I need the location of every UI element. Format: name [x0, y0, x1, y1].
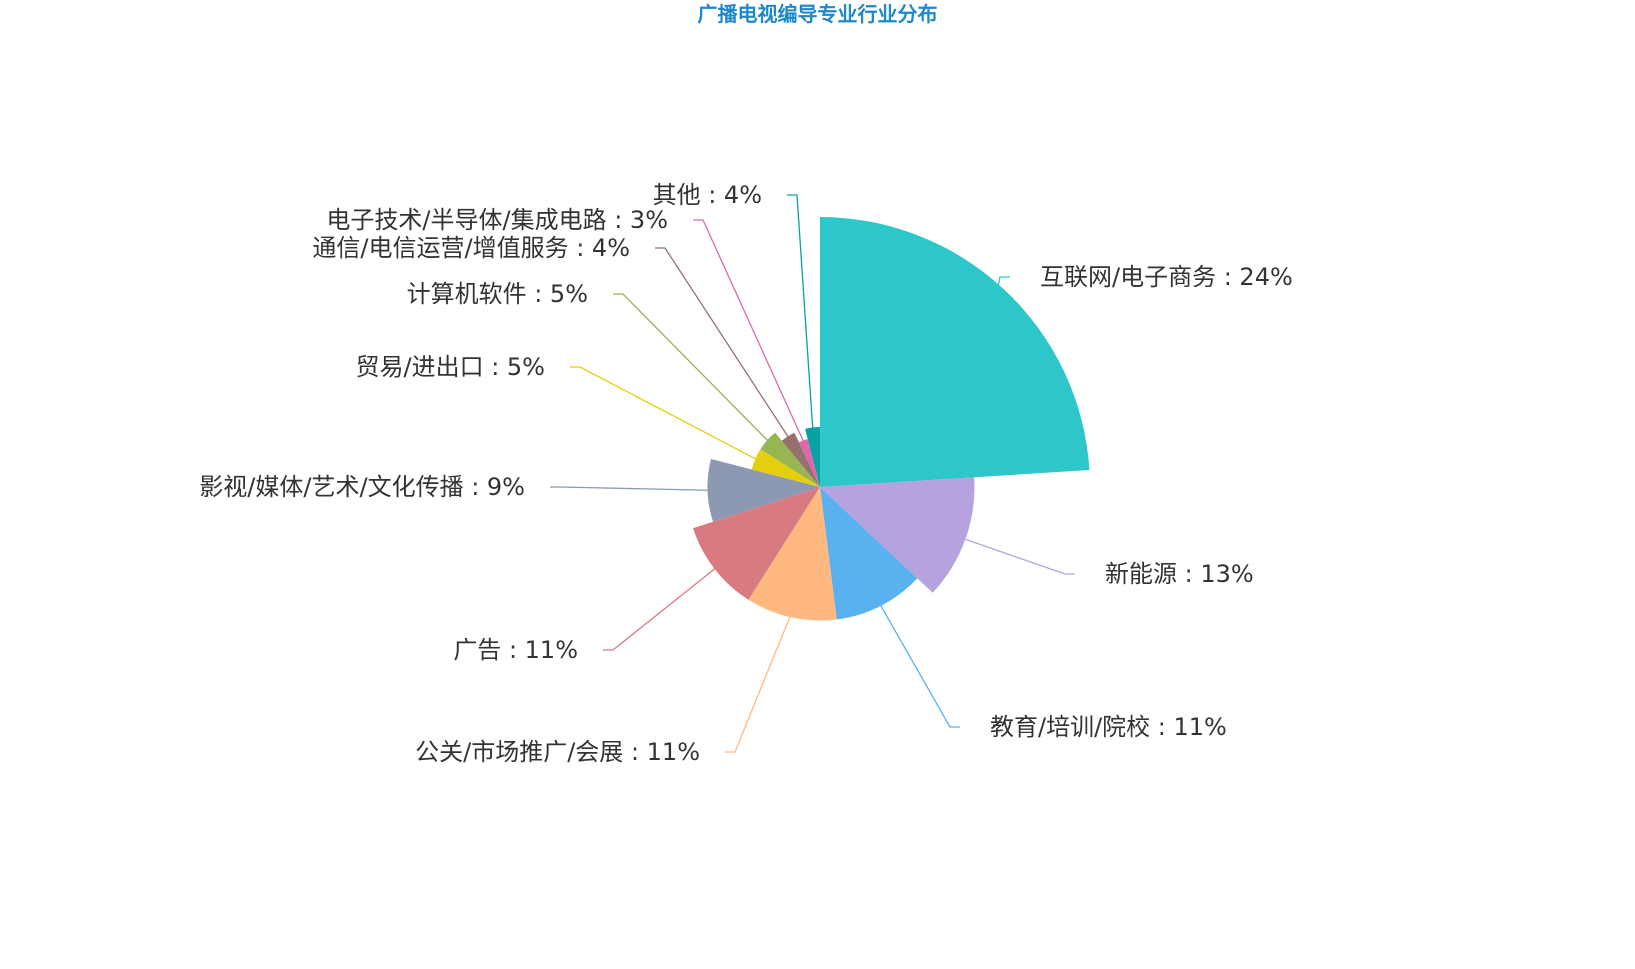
pie-slice[interactable]: [760, 432, 820, 487]
pie-slice[interactable]: [707, 459, 820, 522]
slice-label: 教育/培训/院校 : 11%: [990, 713, 1227, 741]
pie-slice[interactable]: [781, 432, 820, 487]
label-leader-line: [693, 219, 805, 444]
label-leader-line: [603, 564, 721, 651]
slice-label: 贸易/进出口 : 5%: [355, 353, 545, 381]
slice-label: 公关/市场推广/会展 : 11%: [415, 738, 700, 766]
chart-title: 广播电视编导专业行业分布: [697, 2, 938, 26]
pie-slice[interactable]: [693, 487, 820, 600]
pie-slice[interactable]: [820, 217, 1090, 487]
pie-slice[interactable]: [820, 477, 975, 593]
pie-slice[interactable]: [805, 427, 820, 487]
pie-slice[interactable]: [748, 487, 837, 621]
label-leader-line: [550, 486, 714, 492]
label-leader-line: [957, 536, 1075, 575]
label-leader-line: [570, 366, 759, 461]
pie-slice[interactable]: [798, 439, 820, 487]
slice-label: 新能源 : 13%: [1105, 560, 1254, 588]
slice-label: 影视/媒体/艺术/文化传播 : 9%: [199, 473, 525, 501]
label-leader-line: [787, 194, 814, 431]
label-leader-line: [725, 610, 793, 753]
label-leader-line: [877, 599, 960, 728]
slice-label: 电子技术/半导体/集成电路 : 3%: [326, 206, 668, 234]
slice-label: 广告 : 11%: [453, 636, 578, 664]
slice-label: 计算机软件 : 5%: [407, 280, 588, 308]
label-leader-line: [655, 247, 791, 440]
label-leader-line: [613, 293, 771, 444]
pie-slice[interactable]: [820, 487, 918, 620]
slice-label: 其他 : 4%: [653, 181, 762, 209]
label-leader-line: [994, 276, 1010, 301]
pie-slice[interactable]: [751, 449, 820, 487]
slice-label: 互联网/电子商务 : 24%: [1040, 263, 1293, 291]
slice-label: 通信/电信运营/增值服务 : 4%: [312, 234, 630, 262]
